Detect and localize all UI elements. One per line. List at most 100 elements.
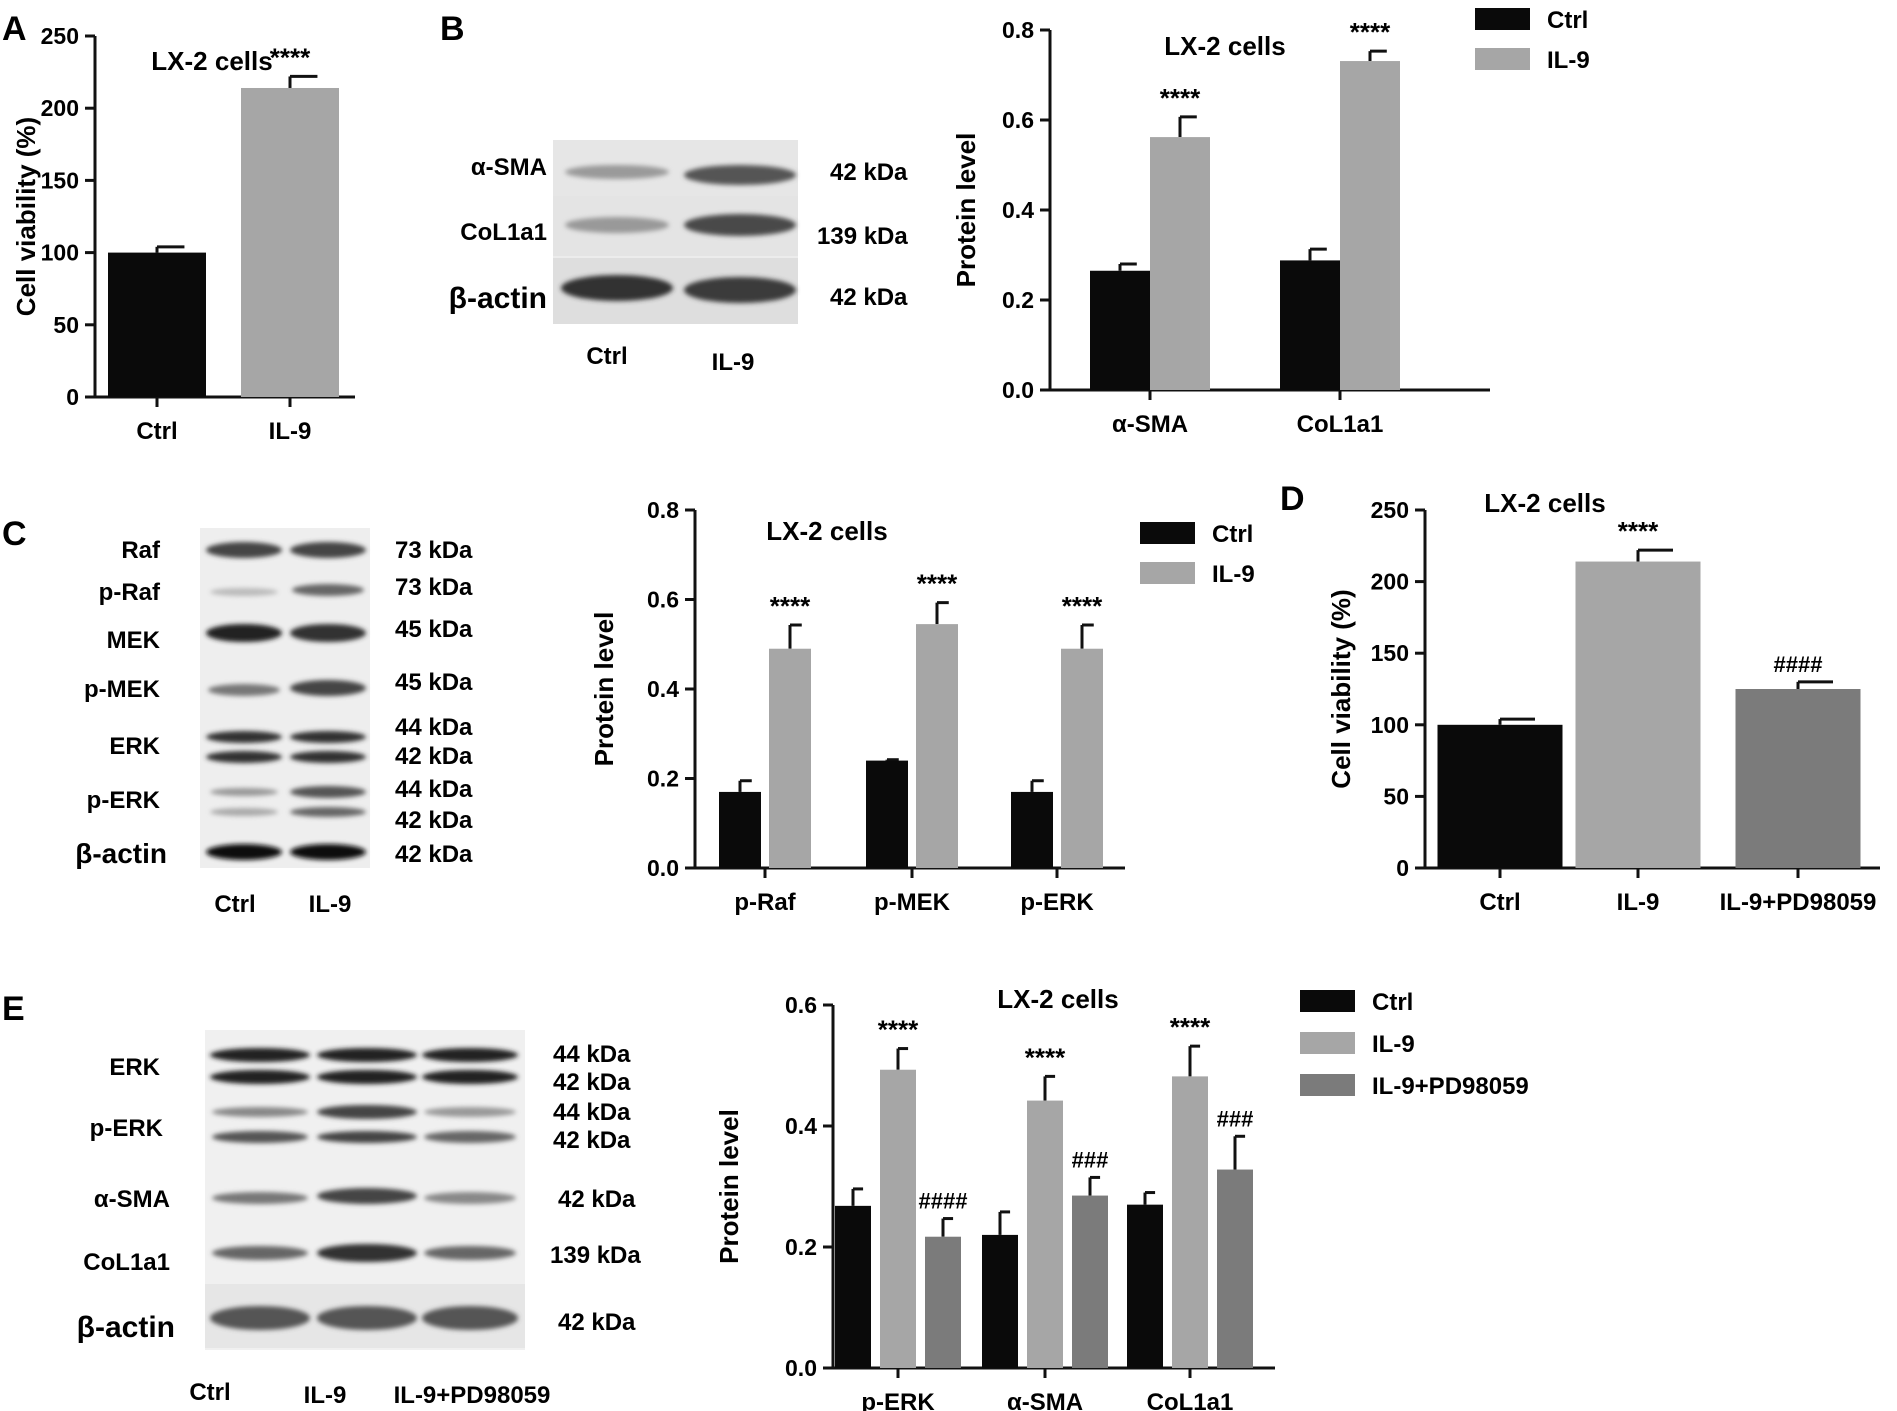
x-tick-label: CoL1a1 [1147,1389,1234,1411]
blot-size-label: 42 kDa [830,159,908,186]
y-tick-label: 0 [1396,855,1409,881]
y-tick-label: 0.4 [1002,197,1034,223]
y-tick-label: 0.4 [785,1113,817,1139]
blot-band [317,1306,417,1330]
x-tick-label: IL-9 [269,418,312,445]
panel-label-c: C [2,515,27,553]
y-tick-label: 150 [41,167,79,193]
panel-label-d: D [1280,480,1305,518]
legend-label: IL-9+PD98059 [1372,1073,1529,1100]
y-axis-title: Protein level [951,133,981,288]
chart-c-protein-level: 0.0 0.2 0.4 0.6 0.8 Protein level LX-2 cells p-… [589,497,1255,916]
bar [108,252,206,397]
blot-size-label: 42 kDa [395,743,473,770]
blot-protein-label: Raf [121,537,161,564]
y-tick-label: 0.0 [1002,377,1034,403]
y-tick-label: 0.4 [647,676,679,702]
bar [982,1234,1018,1368]
legend-label: IL-9 [1547,47,1590,74]
y-axis-title: Cell viability (%) [11,117,41,316]
significance-label: **** [770,591,811,621]
blot-band [422,1070,518,1084]
blot-band [424,1192,516,1204]
blot-band [210,1306,310,1330]
blot-protein-label: ERK [109,1054,160,1081]
blot-band [565,165,669,179]
blot-band [317,1244,417,1262]
blot-size-label: 44 kDa [395,776,473,803]
significance-label: #### [1774,652,1823,677]
blot-band [422,1048,518,1062]
bar [1061,648,1103,868]
blot-band [684,165,796,185]
y-tick-label: 0.0 [785,1355,817,1381]
x-tick-label: Ctrl [1479,889,1520,916]
blot-band [561,275,673,301]
chart-d-cell-viability: 0 50 100 150 200 250 Cell viability (%) LX-2 ce… [1326,488,1880,916]
legend-swatch [1300,990,1355,1012]
blot-band [210,808,278,816]
chart-title: LX-2 cells [151,46,272,76]
bar [1172,1076,1208,1368]
blot-band [317,1070,417,1084]
significance-label: **** [917,569,958,599]
legend-label: IL-9 [1212,561,1255,588]
blot-size-label: 44 kDa [395,714,473,741]
y-tick-label: 0.6 [1002,107,1034,133]
blot-size-label: 139 kDa [550,1242,641,1269]
y-tick-label: 250 [1371,497,1409,523]
blot-band [292,584,364,596]
bar [1150,137,1210,390]
blot-band [290,844,366,860]
blot-protein-label: p-Raf [99,579,161,606]
y-tick-label: 50 [53,312,79,338]
y-tick-label: 50 [1383,783,1409,809]
bar [866,760,908,868]
blot-band [565,217,669,233]
blot-band [212,1246,308,1260]
bar [769,648,811,868]
blot-band [317,1131,417,1143]
blot-band [208,684,280,696]
panel-label-b: B [440,10,465,48]
bar [1027,1100,1063,1368]
blot-lane-label: Ctrl [189,1379,230,1406]
y-tick-label: 200 [1371,569,1409,595]
blot-protein-label: α-SMA [94,1186,170,1213]
blot-protein-label: p-MEK [84,676,161,703]
blot-lane-label: IL-9 [304,1382,347,1409]
significance-label: **** [1618,516,1659,546]
legend-label: IL-9 [1372,1031,1415,1058]
legend-swatch [1140,522,1195,544]
blot-band [290,624,366,642]
legend-swatch [1475,8,1530,30]
y-axis-title: Cell viability (%) [1326,589,1356,788]
legend-label: Ctrl [1547,7,1588,34]
blot-size-label: 42 kDa [395,807,473,834]
blot-band [206,751,282,763]
blot-protein-label: β-actin [449,282,547,315]
blot-band [206,542,282,558]
blot-band [317,1188,417,1204]
blot-size-label: 44 kDa [553,1041,631,1068]
x-tick-label: p-ERK [861,1389,935,1411]
y-tick-label: 0.2 [785,1234,817,1260]
x-tick-label: IL-9+PD98059 [1720,889,1877,916]
significance-label: **** [878,1015,919,1045]
y-tick-label: 0.6 [785,992,817,1018]
x-tick-label: α-SMA [1007,1389,1083,1411]
blot-protein-label: p-ERK [90,1115,164,1142]
western-blot-b: α-SMA CoL1a1 β-actin 42 kDa 139 kDa 42 k… [449,140,908,376]
blot-lane-label: IL-9+PD98059 [394,1382,551,1409]
blot-size-label: 42 kDa [553,1069,631,1096]
bar [1072,1195,1108,1368]
blot-protein-label: β-actin [75,838,167,869]
chart-b-protein-level: 0.0 0.2 0.4 0.6 0.8 Protein level LX-2 cells α-… [951,7,1590,438]
bar [880,1069,916,1368]
bar [835,1205,871,1368]
x-tick-label: p-Raf [734,889,796,916]
blot-band [210,588,278,596]
blot-band [424,1131,516,1143]
blot-band [317,1048,417,1062]
blot-band [290,731,366,743]
